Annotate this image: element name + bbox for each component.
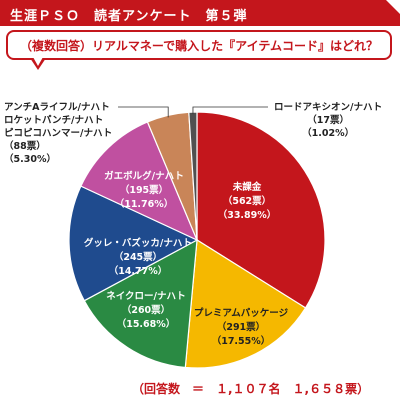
slice-label-pct: （33.89%）	[218, 209, 277, 221]
outside-label-road-axion: ロードアキシオン/ナハト （17票） （1.02%）	[274, 101, 382, 140]
pie-slice	[184, 238, 307, 369]
outside-label-line: ロードアキシオン/ナハト	[274, 102, 383, 113]
outside-label-line: アンチAライフル/ナハト	[4, 102, 110, 113]
outside-label-line: ピコピコハンマー/ナハト	[4, 128, 113, 139]
outside-label-weapons: アンチAライフル/ナハト ロケットパンチ/ナハト ピコピコハンマー/ナハト （8…	[4, 101, 112, 166]
pie-slice	[80, 121, 199, 242]
slice-label-votes: （195票）	[120, 184, 168, 196]
slice-label-votes: （260票）	[122, 304, 170, 316]
pie-slice	[83, 238, 198, 369]
response-count: （回答数 ＝ １,１０７名 １,６５８票）	[132, 382, 370, 396]
slice-label-name: ガエボルグ/ナハト	[104, 170, 184, 182]
pie-slice	[196, 111, 326, 309]
slice-label-name: ネイクロー/ナハト	[106, 291, 186, 302]
page-title: 生涯ＰＳＯ 読者アンケート 第５弾	[10, 9, 248, 24]
header-bar: 生涯ＰＳＯ 読者アンケート 第５弾	[0, 0, 400, 26]
slice-label-votes: （291票）	[217, 321, 265, 333]
outside-label-pct: （1.02%）	[302, 128, 355, 139]
leader-line	[192, 106, 268, 115]
slice-label-votes: （245票）	[114, 251, 162, 263]
outside-label-votes: （88票）	[4, 141, 46, 152]
outside-label-votes: （17票）	[307, 115, 349, 126]
outside-label-line: ロケットパンチ/ナハト	[4, 115, 104, 126]
slice-label-pct: （15.68%）	[117, 318, 176, 330]
slice-label-pct: （11.76%）	[115, 198, 174, 210]
question-text: （複数回答）リアルマネーで購入した『アイテムコード』はどれ？	[20, 39, 378, 53]
slice-label-name: 未課金	[232, 181, 262, 193]
slice-label-pct: （14.77%）	[109, 265, 168, 277]
slice-labels: 未課金 （562票） （33.89%） プレミアムパッケージ （291票） （17.55%…	[84, 170, 289, 347]
header-corner-notch	[386, 0, 400, 14]
question-bubble: （複数回答）リアルマネーで購入した『アイテムコード』はどれ？	[6, 30, 392, 60]
outside-label-pct: （5.30%）	[4, 154, 56, 165]
slice-label-name: プレミアムパッケージ	[194, 307, 289, 319]
leader-lines	[118, 106, 268, 118]
bubble-tail-fill	[33, 57, 43, 66]
slice-label-pct: （17.55%）	[212, 335, 271, 347]
leader-line	[118, 106, 169, 118]
slice-label-votes: （562票）	[223, 195, 271, 207]
slice-label-name: グッレ・バズッカ/ナハト	[84, 237, 192, 249]
pie-slices	[68, 111, 326, 369]
pie-slice	[68, 185, 199, 302]
